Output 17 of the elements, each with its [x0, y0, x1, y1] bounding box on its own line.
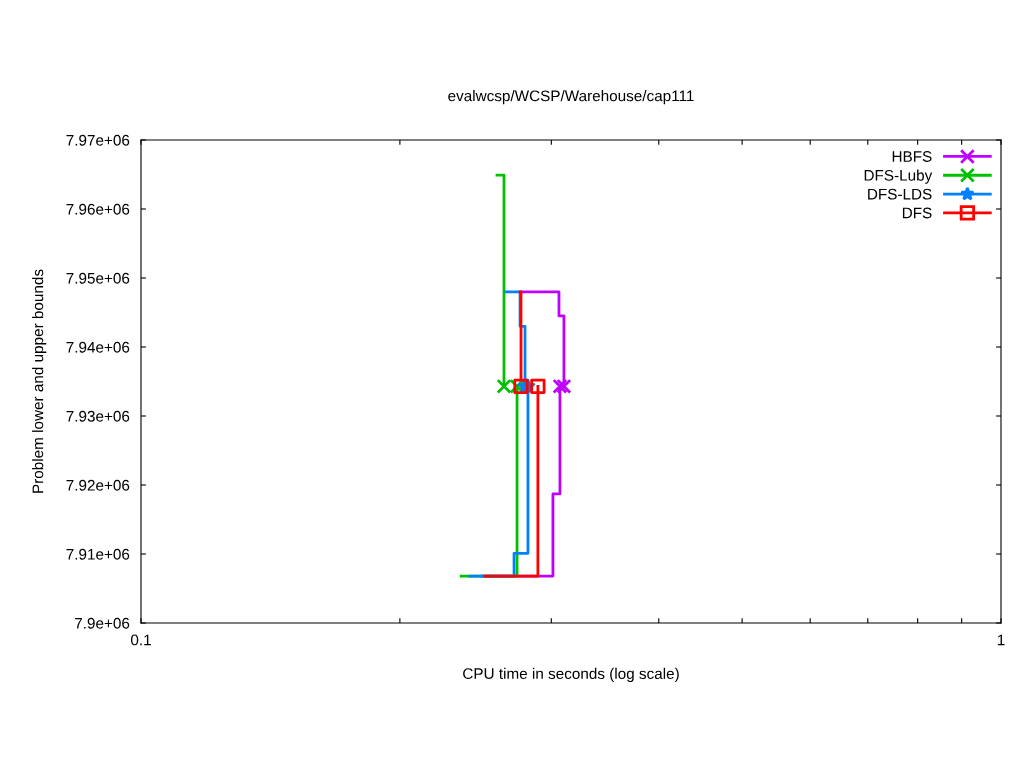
y-tick-label: 7.96e+06	[66, 203, 130, 215]
x-tick-label: 1	[997, 634, 1005, 646]
y-tick-label: 7.93e+06	[66, 410, 130, 422]
y-tick-label: 7.95e+06	[66, 272, 130, 284]
y-axis-title: Problem lower and upper bounds	[32, 269, 47, 493]
x-axis-title: CPU time in seconds (log scale)	[463, 667, 679, 683]
chart-title: evalwcsp/WCSP/Warehouse/cap111	[448, 90, 694, 105]
y-tick-label: 7.94e+06	[66, 341, 130, 353]
y-tick-label: 7.92e+06	[66, 479, 130, 491]
y-tick-label: 7.97e+06	[66, 134, 130, 146]
legend-label: DFS-LDS	[868, 188, 932, 200]
x-tick-label: 0.1	[130, 634, 151, 646]
legend-label: HBFS	[892, 151, 932, 162]
legend-label: DFS-Luby	[864, 169, 933, 184]
y-tick-label: 7.9e+06	[75, 617, 130, 629]
legend-label: DFS	[902, 207, 932, 219]
y-tick-label: 7.91e+06	[66, 548, 130, 560]
